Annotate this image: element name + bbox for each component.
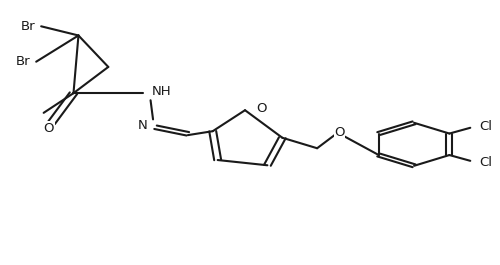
Text: O: O: [256, 101, 266, 115]
Text: Br: Br: [16, 55, 30, 68]
Text: NH: NH: [152, 85, 172, 98]
Text: O: O: [334, 126, 345, 139]
Text: Cl: Cl: [479, 156, 492, 169]
Text: Br: Br: [20, 20, 35, 33]
Text: Cl: Cl: [479, 120, 492, 133]
Text: O: O: [44, 122, 54, 135]
Text: N: N: [138, 119, 147, 132]
